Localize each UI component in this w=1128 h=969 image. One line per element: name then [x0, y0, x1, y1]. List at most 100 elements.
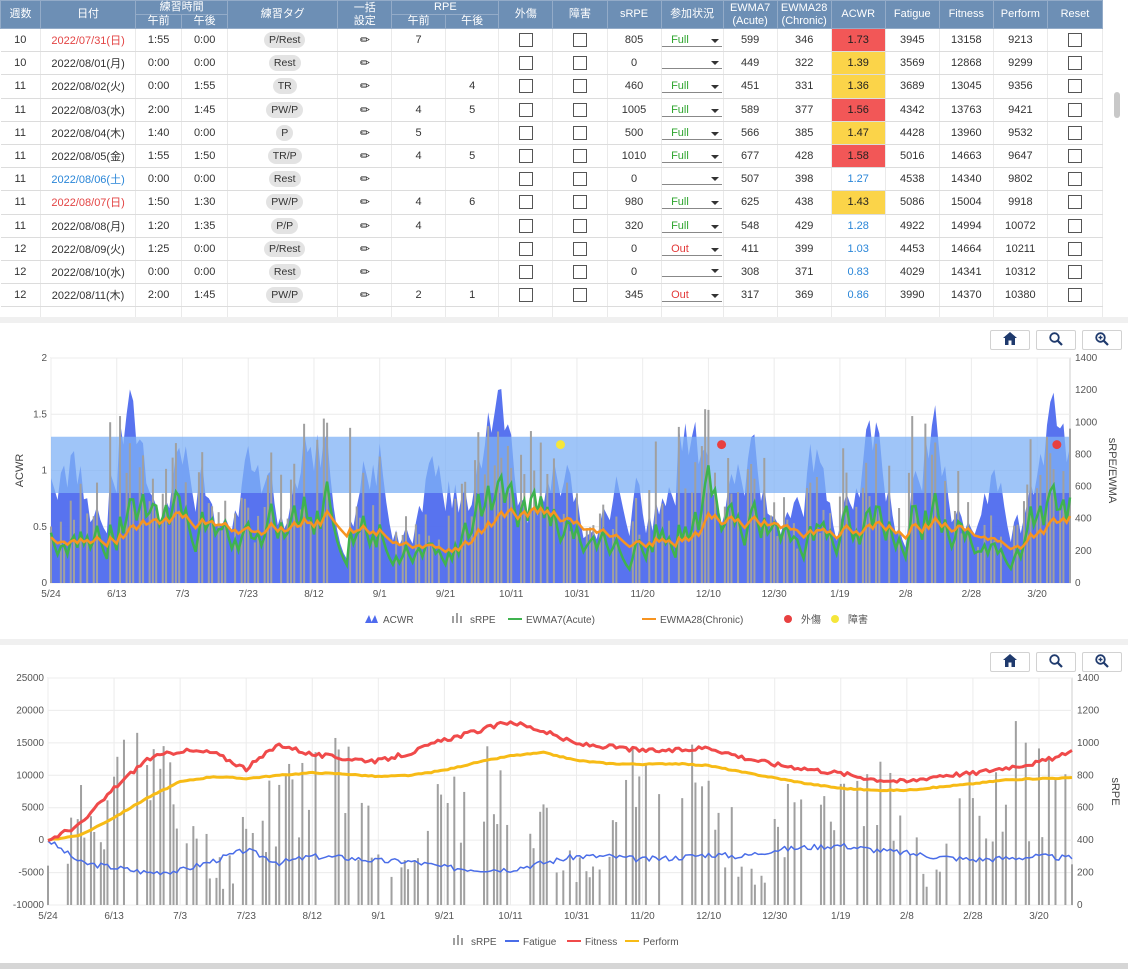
legend-item[interactable]: ACWR	[365, 615, 414, 626]
rpe-am-cell[interactable]: 7	[391, 28, 446, 53]
training-tag[interactable]: Rest	[268, 55, 301, 72]
zoom-out-button[interactable]	[1036, 330, 1076, 350]
disorder-marker[interactable]	[556, 440, 565, 450]
legend-item[interactable]: 外傷	[784, 613, 821, 626]
injury-marker[interactable]	[1052, 440, 1062, 450]
am-time-cell[interactable]: 0:00	[135, 260, 183, 285]
disorder-checkbox[interactable]	[572, 218, 587, 233]
injury-checkbox[interactable]	[518, 218, 533, 233]
reset-checkbox[interactable]	[1067, 33, 1082, 48]
legend-item[interactable]: EWMA7(Acute)	[508, 615, 595, 626]
reset-checkbox[interactable]	[1067, 172, 1082, 187]
rpe-pm-cell[interactable]	[445, 260, 500, 285]
training-tag[interactable]: P/Rest	[263, 240, 306, 257]
legend-item[interactable]: Perform	[625, 937, 679, 948]
legend-item[interactable]: Fitness	[567, 937, 617, 948]
legend-item[interactable]: Fatigue	[505, 937, 557, 948]
pencil-icon[interactable]: ✏	[359, 172, 370, 187]
disorder-checkbox[interactable]	[572, 56, 587, 71]
am-time-cell[interactable]: 1:50	[135, 190, 183, 215]
participation-select[interactable]	[662, 55, 723, 69]
pencil-icon[interactable]: ✏	[359, 218, 370, 233]
am-time-cell[interactable]: 0:00	[135, 167, 183, 192]
zoom-out-button-2[interactable]	[1036, 652, 1076, 672]
participation-select[interactable]	[662, 263, 723, 278]
pencil-icon[interactable]: ✏	[359, 288, 370, 303]
pencil-icon[interactable]: ✏	[359, 149, 370, 164]
table-scrollbar[interactable]	[1106, 0, 1128, 317]
injury-checkbox[interactable]	[518, 195, 533, 210]
rpe-pm-cell[interactable]: 5	[445, 98, 500, 122]
legend-item[interactable]: sRPE	[452, 613, 496, 626]
participation-select[interactable]	[662, 171, 723, 185]
participation-select[interactable]: Full	[662, 219, 723, 233]
pm-time-cell[interactable]: 1:35	[181, 214, 229, 238]
reset-checkbox[interactable]	[1067, 264, 1082, 279]
rpe-pm-cell[interactable]	[445, 121, 500, 145]
pm-time-cell[interactable]: 0:00	[181, 121, 229, 145]
training-tag[interactable]: TR	[272, 78, 297, 95]
rpe-am-cell[interactable]: 4	[391, 144, 446, 169]
am-time-cell[interactable]: 2:00	[135, 98, 183, 122]
injury-checkbox[interactable]	[518, 33, 533, 48]
rpe-am-cell[interactable]	[391, 237, 446, 261]
pm-time-cell[interactable]: 0:00	[181, 28, 229, 53]
disorder-checkbox[interactable]	[572, 195, 587, 210]
injury-checkbox[interactable]	[518, 102, 533, 117]
training-tag[interactable]: PW/P	[266, 194, 304, 211]
legend-item[interactable]: EWMA28(Chronic)	[642, 615, 743, 626]
rpe-am-cell[interactable]: 5	[391, 121, 446, 145]
am-time-cell[interactable]: 1:55	[135, 28, 183, 53]
training-tag[interactable]: Rest	[268, 171, 301, 188]
injury-checkbox[interactable]	[518, 264, 533, 279]
reset-checkbox[interactable]	[1067, 195, 1082, 210]
rpe-am-cell[interactable]: 4	[391, 98, 446, 122]
am-time-cell[interactable]: 1:25	[135, 237, 183, 261]
zoom-in-button[interactable]	[1082, 330, 1122, 350]
disorder-checkbox[interactable]	[572, 241, 587, 256]
injury-checkbox[interactable]	[518, 172, 533, 187]
disorder-checkbox[interactable]	[572, 79, 587, 94]
am-time-cell[interactable]: 1:55	[135, 144, 183, 169]
training-tag[interactable]: PW/P	[266, 287, 304, 304]
training-tag[interactable]: Rest	[268, 263, 301, 280]
training-tag[interactable]: PW/P	[266, 101, 304, 118]
pm-time-cell[interactable]: 1:45	[181, 283, 229, 308]
participation-select[interactable]: Out	[662, 242, 723, 256]
participation-select[interactable]: Full	[662, 149, 723, 164]
training-tag[interactable]: TR/P	[267, 148, 302, 165]
legend-item[interactable]: 障害	[831, 613, 868, 626]
pencil-icon[interactable]: ✏	[359, 33, 370, 48]
pencil-icon[interactable]: ✏	[359, 102, 370, 117]
rpe-am-cell[interactable]	[391, 167, 446, 192]
training-tag[interactable]: P/Rest	[263, 32, 306, 49]
rpe-am-cell[interactable]	[391, 74, 446, 99]
rpe-pm-cell[interactable]: 4	[445, 74, 500, 99]
rpe-am-cell[interactable]: 2	[391, 283, 446, 308]
injury-checkbox[interactable]	[518, 288, 533, 303]
injury-checkbox[interactable]	[518, 79, 533, 94]
training-tag[interactable]: P/P	[271, 217, 299, 234]
participation-select[interactable]: Out	[662, 288, 723, 303]
pm-time-cell[interactable]: 0:00	[181, 260, 229, 285]
reset-checkbox[interactable]	[1067, 241, 1082, 256]
participation-select[interactable]: Full	[662, 126, 723, 140]
reset-checkbox[interactable]	[1067, 79, 1082, 94]
pencil-icon[interactable]: ✏	[359, 56, 370, 71]
reset-checkbox[interactable]	[1067, 149, 1082, 164]
reset-checkbox[interactable]	[1067, 125, 1082, 140]
pm-time-cell[interactable]: 1:30	[181, 190, 229, 215]
home-button-2[interactable]	[990, 652, 1030, 672]
pencil-icon[interactable]: ✏	[359, 195, 370, 210]
am-time-cell[interactable]: 1:20	[135, 214, 183, 238]
disorder-checkbox[interactable]	[572, 288, 587, 303]
home-button[interactable]	[990, 330, 1030, 350]
disorder-checkbox[interactable]	[572, 102, 587, 117]
pencil-icon[interactable]: ✏	[359, 264, 370, 279]
rpe-pm-cell[interactable]: 6	[445, 190, 500, 215]
injury-marker[interactable]	[717, 440, 727, 450]
rpe-pm-cell[interactable]: 1	[445, 283, 500, 308]
pm-time-cell[interactable]: 1:45	[181, 98, 229, 122]
participation-select[interactable]: Full	[662, 195, 723, 210]
am-time-cell[interactable]: 0:00	[135, 51, 183, 76]
